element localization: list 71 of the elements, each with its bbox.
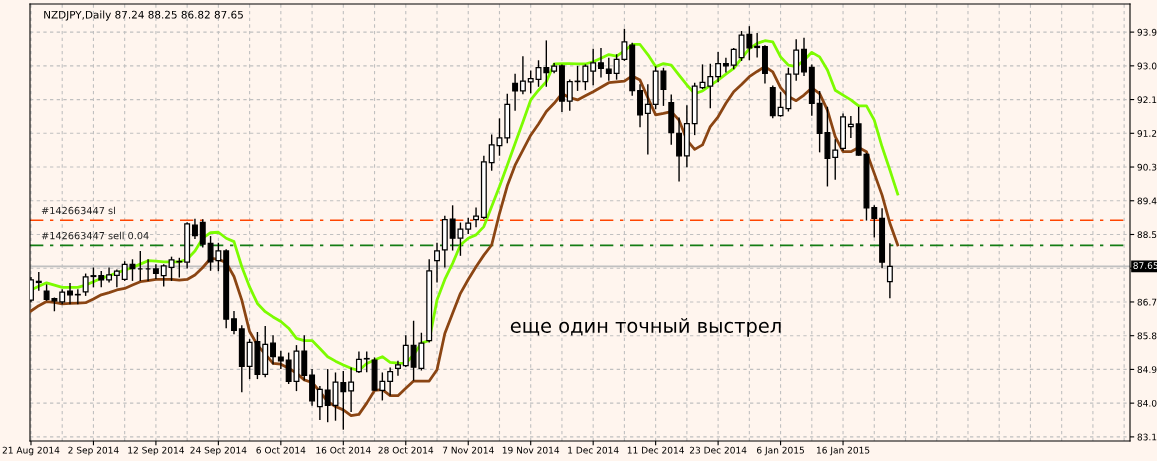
candlestick (793, 39, 800, 81)
candlestick (590, 48, 597, 86)
candlestick (395, 360, 401, 376)
x-tick-label: 6 Oct 2014 (256, 446, 306, 454)
y-tick-label: 88.5 (1137, 231, 1157, 239)
candlestick (152, 264, 159, 280)
candlestick (270, 335, 277, 365)
x-tick-label: 6 Jan 2015 (757, 446, 804, 456)
candlestick (847, 116, 854, 139)
candlestick (730, 47, 737, 70)
candlestick (676, 117, 683, 182)
candlestick (519, 56, 526, 95)
x-tick-label: 16 Jan 2015 (816, 446, 870, 456)
candlestick (191, 218, 198, 239)
candlestick (363, 351, 370, 373)
ref-line-label: 87.65 (1133, 262, 1157, 269)
candlestick (801, 37, 807, 76)
ref-line-label: #142663447 sl (41, 206, 115, 215)
candlestick (473, 207, 480, 228)
ref-line-label: #142663447 sell 0.04 (41, 231, 149, 240)
text: NZDJPY,Daily 87.24 88.25 86.82 87.65 (44, 10, 243, 21)
candlestick (527, 70, 534, 94)
candlestick (886, 243, 893, 299)
y-tick-label: 92.1 (1137, 96, 1157, 104)
candlestick (316, 385, 323, 420)
candlestick (277, 350, 284, 369)
y-tick-label: 89.4 (1137, 197, 1157, 205)
candlestick (199, 219, 206, 248)
x-tick-label: 7 Nov 2014 (442, 446, 494, 454)
candlestick (340, 370, 347, 430)
candlestick (387, 367, 394, 396)
y-tick-label: 85.8 (1137, 332, 1157, 340)
candlestick (231, 311, 237, 335)
y-tick-label: 86.7 (1137, 298, 1157, 306)
x-tick-label: 2 Sep 2014 (68, 446, 119, 456)
annotation: еще один точный выстрел (510, 318, 781, 337)
candlestick (113, 269, 120, 288)
x-tick-label: 16 Oct 2014 (316, 446, 371, 454)
candlestick (160, 264, 167, 287)
candlestick (355, 351, 362, 374)
candlestick (348, 367, 355, 413)
y-tick-label: 83.1 (1137, 433, 1157, 441)
candlestick (722, 57, 729, 73)
candlestick (566, 79, 573, 111)
candlestick (644, 84, 651, 155)
candlestick (67, 282, 73, 305)
candlestick (512, 73, 519, 111)
y-tick-label: 84.0 (1137, 399, 1157, 407)
candlestick (434, 242, 440, 283)
x-tick-label: 11 Dec 2014 (627, 446, 684, 454)
y-tick-label: 90.3 (1137, 163, 1157, 171)
y-tick-label: 91.2 (1137, 130, 1157, 137)
y-tick-label: 93.9 (1137, 28, 1157, 36)
x-tick-label: 21 Aug 2014 (2, 446, 60, 456)
candlestick (715, 52, 722, 83)
candlestick (324, 369, 331, 423)
candlestick (871, 205, 878, 238)
y-tick-label: 93.0 (1137, 62, 1157, 70)
x-tick-label: 1 Dec 2014 (568, 446, 619, 454)
candlestick (598, 47, 604, 78)
candlestick (707, 63, 714, 109)
x-tick-label: 28 Oct 2014 (378, 446, 434, 454)
x-tick-label: 24 Sep 2014 (190, 446, 247, 456)
x-tick-label: 19 Nov 2014 (502, 446, 560, 454)
candlestick (754, 32, 761, 58)
candlestick (832, 139, 839, 180)
x-tick-label: 12 Sep 2014 (128, 446, 185, 456)
candlestick (402, 335, 409, 368)
candlestick (605, 57, 612, 81)
y-tick-label: 84.9 (1137, 366, 1157, 373)
x-tick-label: 23 Dec 2014 (689, 446, 747, 454)
